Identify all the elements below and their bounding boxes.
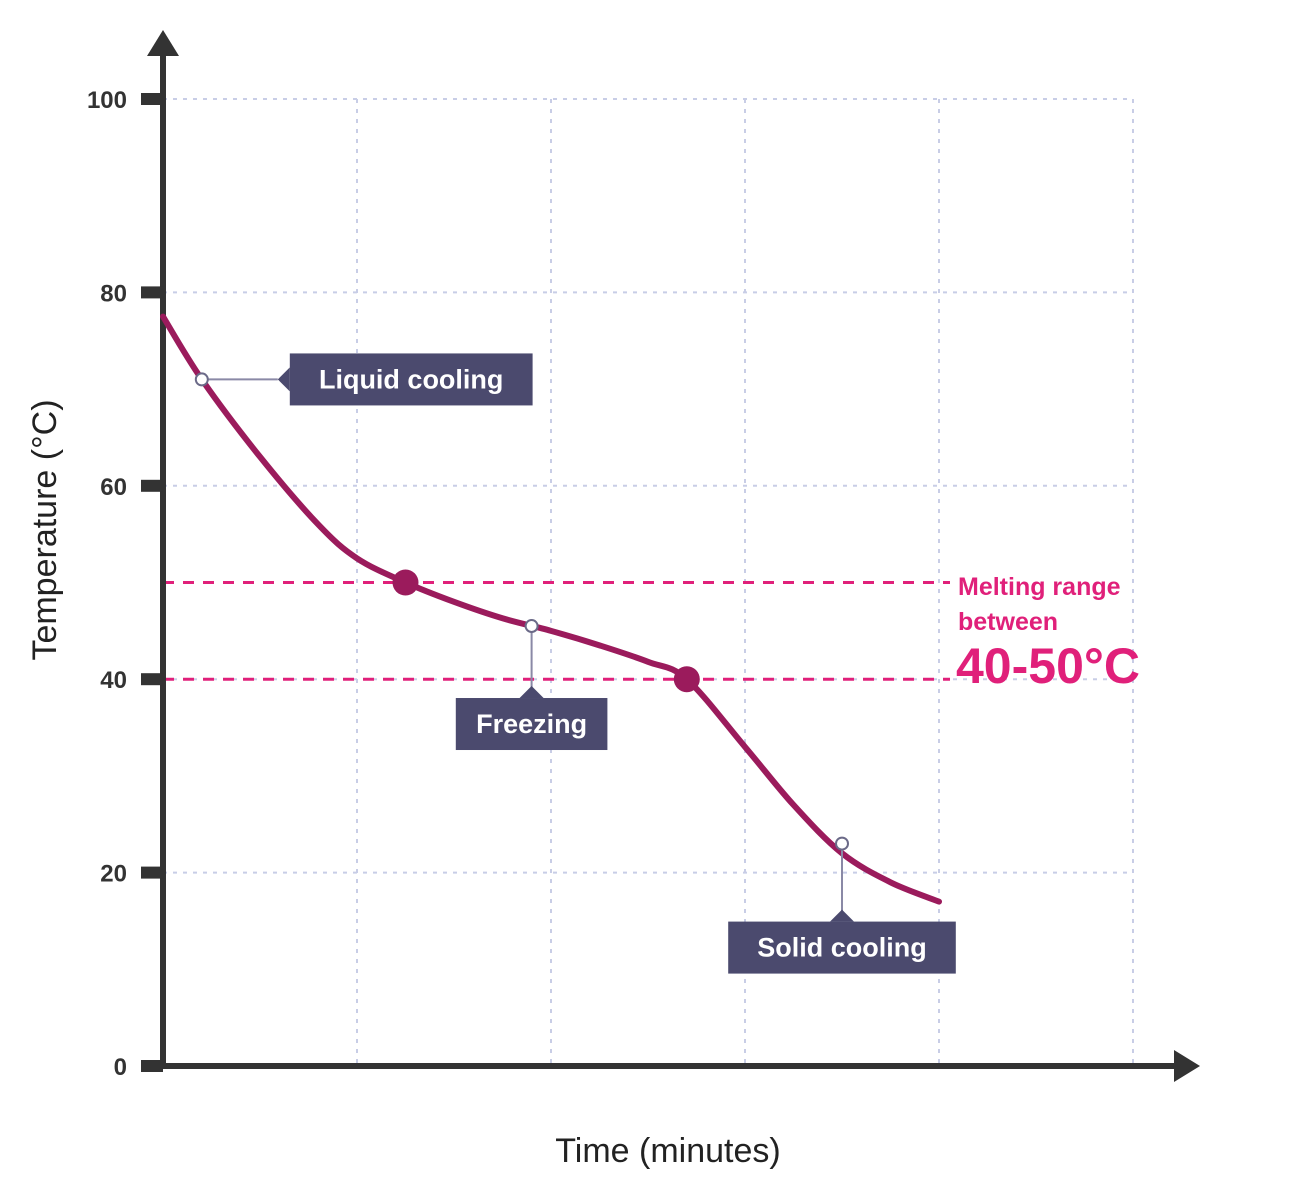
y-tick-label: 60 — [100, 474, 127, 501]
curve-layer — [160, 313, 942, 905]
y-tick-label: 20 — [100, 861, 127, 888]
y-axis-title: Temperature (°C) — [26, 399, 64, 660]
y-axis-arrow — [147, 30, 179, 56]
callouts: Liquid cooling Freezing Solid cooling — [194, 353, 956, 974]
x-axis-title: Time (minutes) — [555, 1132, 780, 1170]
phase-change-marker — [392, 569, 419, 596]
callout-box — [728, 921, 956, 974]
callout-box — [455, 698, 608, 751]
callout-label: Solid cooling — [757, 933, 927, 963]
callout-box — [289, 353, 533, 406]
y-tick — [141, 866, 163, 879]
y-tick-label: 80 — [100, 280, 127, 307]
callout-pointer — [830, 909, 854, 922]
range-label-line1: Melting range — [958, 573, 1121, 601]
y-tick-label: 40 — [100, 667, 127, 694]
callout-pointer — [519, 686, 544, 699]
y-tick — [141, 286, 163, 299]
y-tick — [141, 479, 163, 492]
callout-label: Liquid cooling — [319, 364, 503, 394]
callout: Freezing — [455, 619, 608, 751]
callout: Liquid cooling — [194, 353, 533, 406]
callout: Solid cooling — [728, 836, 956, 974]
callout-point — [524, 619, 539, 634]
cooling-curve-line — [160, 313, 942, 905]
range-label-line2: between — [958, 608, 1058, 636]
y-tick-label: 0 — [114, 1054, 127, 1081]
range-label-value: 40-50°C — [956, 638, 1140, 694]
callout-point — [194, 372, 209, 387]
phase-change-marker — [673, 666, 700, 693]
y-tick-label: 100 — [87, 87, 127, 114]
callout-point — [835, 836, 849, 851]
y-tick — [141, 673, 163, 686]
callout-label: Freezing — [476, 709, 587, 739]
x-axis-arrow — [1174, 1050, 1200, 1082]
y-tick — [141, 1060, 163, 1072]
y-tick — [141, 93, 163, 105]
callout-pointer — [277, 367, 290, 392]
axes: 0 20 40 60 80 100 — [87, 30, 1200, 1082]
